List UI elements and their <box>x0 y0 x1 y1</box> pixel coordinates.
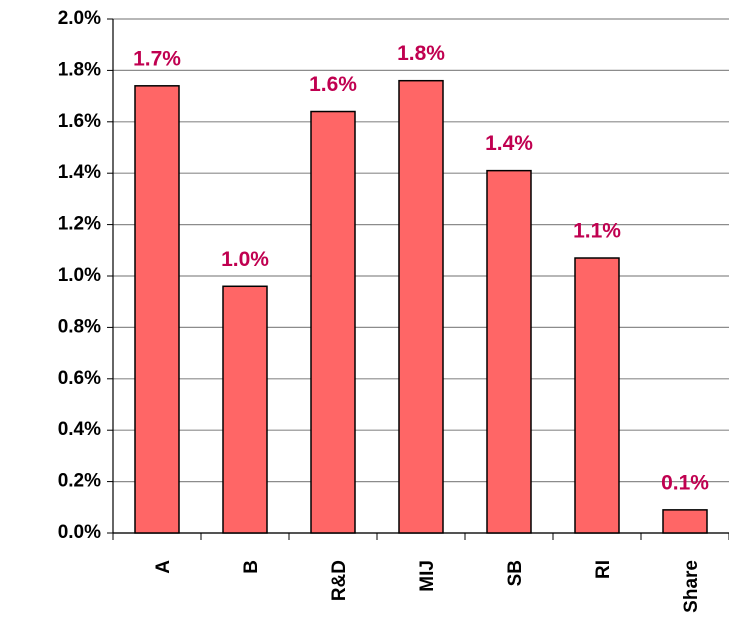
bar <box>310 110 356 534</box>
bar <box>486 169 532 534</box>
y-tick-label: 1.8% <box>58 59 101 80</box>
y-tick-label: 0.0% <box>58 522 101 543</box>
y-tick-label: 0.4% <box>58 419 101 440</box>
bar <box>662 509 708 534</box>
bar <box>134 85 180 534</box>
y-tick-label: 0.6% <box>58 368 101 389</box>
value-label: 1.1% <box>573 220 621 243</box>
value-label: 0.1% <box>661 471 709 494</box>
x-tick-label: SB <box>505 560 526 586</box>
bar <box>398 79 444 534</box>
value-label: 1.6% <box>309 73 357 96</box>
value-label: 1.4% <box>485 132 533 155</box>
y-tick-label: 1.4% <box>58 162 101 183</box>
x-tick-label: RI <box>593 560 614 579</box>
y-tick-label: 1.6% <box>58 111 101 132</box>
bar <box>574 257 620 534</box>
y-tick-label: 0.2% <box>58 471 101 492</box>
y-tick-label: 1.2% <box>58 214 101 235</box>
value-label: 1.7% <box>133 47 181 70</box>
y-tick-label: 0.8% <box>58 316 101 337</box>
y-tick-label: 1.0% <box>58 265 101 286</box>
bar <box>222 285 268 534</box>
x-tick-label: A <box>153 560 174 574</box>
value-label: 1.8% <box>397 42 445 65</box>
x-tick-label: MIJ <box>417 560 438 592</box>
value-label: 1.0% <box>221 248 269 271</box>
y-tick-label: 2.0% <box>58 8 101 29</box>
x-tick-label: B <box>241 560 262 574</box>
x-tick-label: R&D <box>329 560 350 601</box>
x-tick-label: Share <box>681 560 702 613</box>
